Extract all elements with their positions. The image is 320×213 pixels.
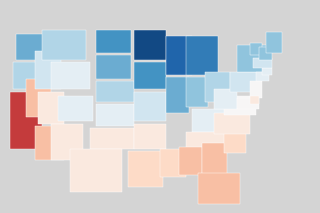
Bar <box>186 36 218 75</box>
Bar <box>128 151 163 187</box>
Bar <box>259 47 272 60</box>
Bar <box>198 173 240 204</box>
Bar <box>96 104 134 126</box>
Bar <box>237 98 259 109</box>
Bar <box>58 96 93 121</box>
Bar <box>166 77 189 113</box>
Bar <box>224 96 256 115</box>
Bar <box>186 77 208 106</box>
Bar <box>134 30 166 60</box>
Bar <box>230 72 259 92</box>
Bar <box>179 147 202 175</box>
Bar <box>250 96 259 104</box>
Bar <box>202 143 227 175</box>
Bar <box>166 36 192 75</box>
Bar <box>51 124 83 160</box>
Bar <box>134 92 166 121</box>
Bar <box>13 62 45 89</box>
Bar <box>214 113 250 134</box>
Bar <box>134 62 166 89</box>
Bar <box>35 51 61 89</box>
Bar <box>96 30 131 53</box>
Bar <box>256 72 269 81</box>
Bar <box>250 81 262 98</box>
Bar <box>35 126 64 160</box>
Bar <box>51 62 90 89</box>
Bar <box>205 72 230 102</box>
Bar <box>134 124 166 149</box>
Bar <box>38 92 64 124</box>
Bar <box>250 43 262 55</box>
Bar <box>42 30 86 60</box>
Bar <box>214 89 237 109</box>
Bar <box>253 58 272 68</box>
Bar <box>266 32 282 53</box>
Bar <box>237 45 269 72</box>
Bar <box>186 132 227 153</box>
Bar <box>96 55 131 79</box>
Bar <box>70 149 122 192</box>
Bar <box>26 79 51 117</box>
Bar <box>160 149 186 177</box>
Bar <box>16 34 45 60</box>
Bar <box>192 109 227 132</box>
Bar <box>10 92 42 149</box>
Bar <box>96 81 134 102</box>
Bar <box>224 132 246 153</box>
Bar <box>262 68 272 75</box>
Bar <box>90 128 134 149</box>
